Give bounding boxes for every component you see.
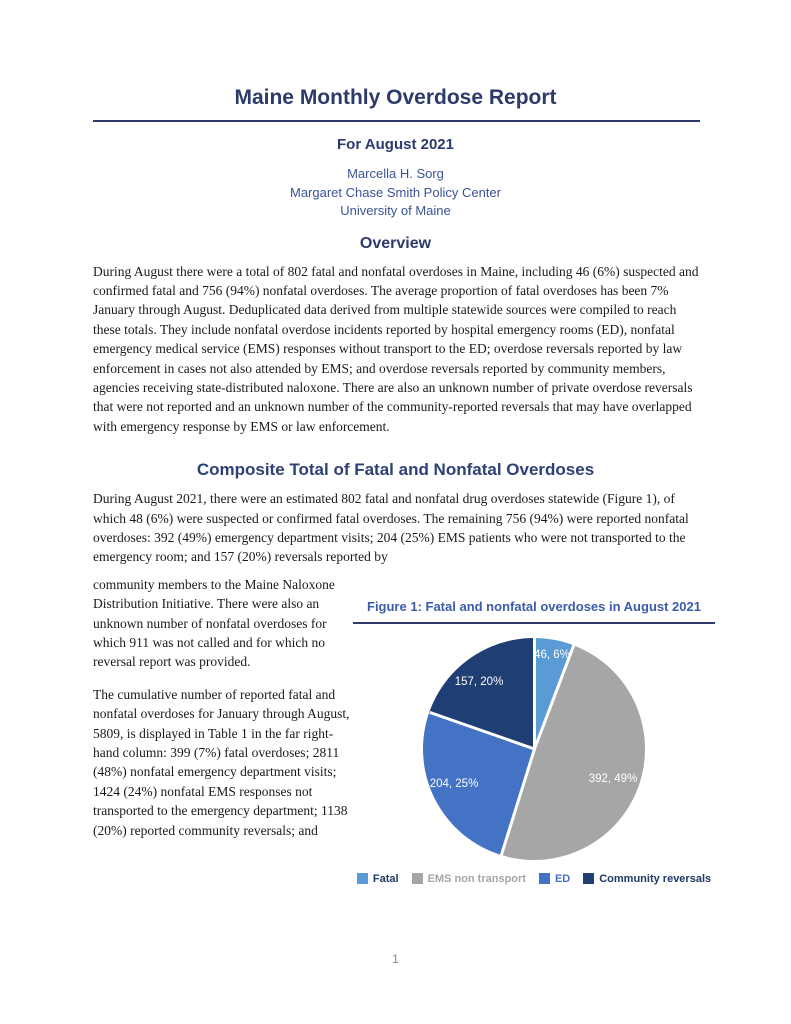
figure-1: Figure 1: Fatal and nonfatal overdoses i… [351, 575, 717, 885]
legend-item-ems-nontransport: EMS non transport [411, 872, 526, 885]
report-title: Maine Monthly Overdose Report [234, 86, 557, 109]
pie-slice-separator [532, 637, 536, 749]
pie-slice-separator [499, 748, 536, 856]
overview-paragraph: During August there were a total of 802 … [93, 263, 699, 434]
legend-label-fatal: Fatal [372, 872, 399, 885]
report-subtitle: For August 2021 [337, 136, 454, 153]
two-column-section: community members to the Maine Naloxone … [93, 575, 717, 885]
legend-label-ed: ED [554, 872, 571, 885]
legend-item-community-reversals: Community reversals [583, 873, 711, 885]
pie-chart: 46, 6% 392, 49% 204, 25% 157, 20% [423, 637, 645, 860]
pie-slice-label-community-reversals: 157, 20% [454, 675, 504, 688]
author-institution: University of Maine [340, 203, 451, 218]
figure-caption: Figure 1: Fatal and nonfatal overdoses i… [367, 598, 701, 614]
left-text-column: community members to the Maine Naloxone … [93, 575, 351, 840]
pie-chart-area: 46, 6% 392, 49% 204, 25% 157, 20% [423, 637, 645, 860]
legend-item-ed: ED [538, 872, 571, 885]
pie-slice-separator [428, 710, 535, 751]
author-block: Marcella H. Sorg Margaret Chase Smith Po… [0, 165, 791, 221]
composite-heading: Composite Total of Fatal and Nonfatal Ov… [196, 460, 595, 480]
pie-slice-label-ed: 204, 25% [429, 777, 479, 790]
legend-label-ems-nontransport: EMS non transport [427, 872, 526, 885]
composite-continued-paragraph: community members to the Maine Naloxone … [93, 576, 335, 670]
legend-swatch-community-reversals [583, 873, 595, 885]
author-affiliation: Margaret Chase Smith Policy Center [290, 184, 501, 200]
pie-slice-label-fatal: 46, 6% [534, 648, 570, 661]
overview-heading: Overview [359, 234, 432, 252]
legend-swatch-ems-nontransport [411, 873, 423, 885]
chart-legend: Fatal EMS non transport ED Community rev… [351, 873, 717, 885]
composite-intro-paragraph: During August 2021, there were an estima… [93, 491, 689, 565]
page-number: 1 [392, 952, 399, 966]
pie-slice-label-ems-nontransport: 392, 49% [588, 772, 638, 785]
figure-divider [353, 621, 715, 624]
legend-swatch-ed [538, 873, 550, 885]
legend-label-community-reversals: Community reversals [599, 872, 712, 885]
legend-item-fatal: Fatal [356, 872, 399, 885]
title-divider [93, 120, 700, 122]
cumulative-paragraph: The cumulative number of reported fatal … [93, 686, 350, 838]
author-name: Marcella H. Sorg [347, 166, 444, 181]
legend-swatch-fatal [356, 873, 368, 885]
